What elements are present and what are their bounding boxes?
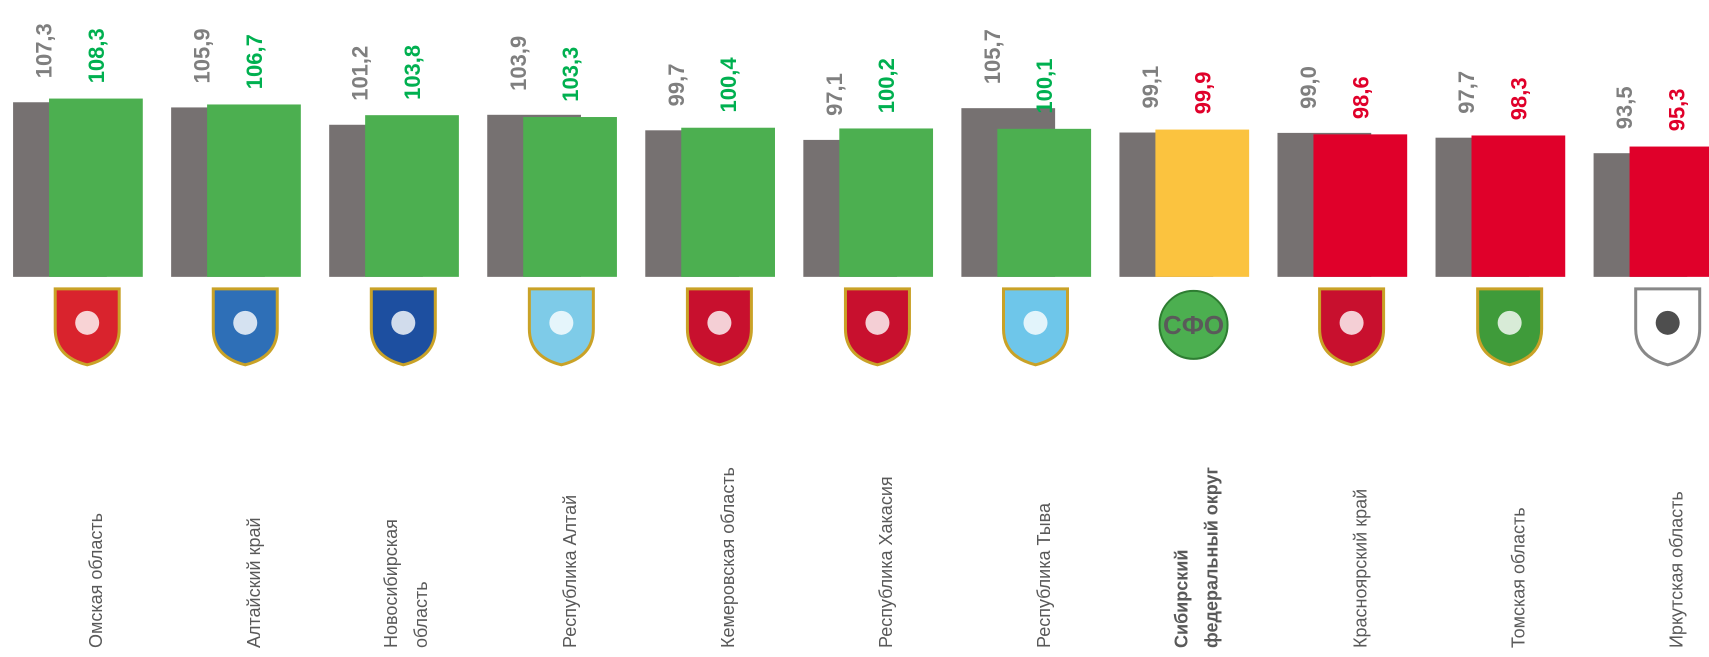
category-label: Сибирский федеральный округ [1171, 466, 1221, 648]
bar-current [49, 98, 143, 277]
value-label: 107,3 [32, 23, 57, 78]
category-label: Новосибирская область [381, 519, 431, 648]
category-label: Республика Алтай [560, 495, 580, 648]
value-label: 99,0 [1296, 66, 1321, 109]
emblem-detail [1339, 310, 1364, 335]
category-label: Омская область [86, 513, 106, 648]
category-label: Красноярский край [1350, 489, 1370, 648]
emblem-detail [75, 310, 100, 335]
bar-current [1471, 135, 1566, 277]
emblem-detail [1655, 310, 1680, 335]
bar-current [1629, 146, 1709, 277]
emblem-detail [1497, 310, 1522, 335]
category-label: Алтайский край [244, 517, 264, 648]
value-label: 98,6 [1348, 76, 1373, 119]
value-label: 100,4 [716, 57, 741, 113]
value-label: 99,1 [1138, 66, 1163, 109]
value-label: 108,3 [84, 28, 109, 83]
emblem-detail [707, 310, 732, 335]
emblem [1158, 289, 1229, 360]
value-label: 103,8 [400, 45, 425, 100]
value-label: 95,3 [1664, 88, 1689, 131]
emblem-detail [233, 310, 258, 335]
value-label: 105,7 [980, 29, 1005, 84]
emblem-detail [549, 310, 574, 335]
value-label: 97,7 [1454, 71, 1479, 114]
bar-current [523, 117, 617, 277]
category-label: Республика Тыва [1034, 502, 1054, 648]
value-label: 103,3 [558, 47, 583, 102]
value-label: 99,7 [664, 64, 689, 107]
value-label: 99,9 [1190, 71, 1215, 114]
value-label: 101,2 [348, 46, 373, 101]
emblem-detail [1023, 310, 1048, 335]
bar-current [207, 104, 301, 277]
bar-current [365, 115, 459, 277]
value-label: 105,9 [190, 28, 215, 83]
bar-current [681, 127, 775, 277]
value-label: 100,2 [874, 58, 899, 113]
category-label: Иркутская область [1666, 491, 1686, 648]
value-label: 93,5 [1612, 86, 1637, 129]
value-label: 98,3 [1506, 77, 1531, 120]
category-label: Томская область [1508, 507, 1528, 648]
value-label: 103,9 [506, 36, 531, 91]
category-label: Кемеровская область [718, 467, 738, 648]
bar-current [997, 128, 1092, 277]
emblem-text: СФО [1163, 310, 1224, 340]
emblem-detail [391, 310, 416, 335]
bar-current [839, 128, 934, 277]
bar-current [1313, 134, 1408, 277]
bar-current [1155, 129, 1250, 277]
category-label: Республика Хакасия [876, 476, 896, 648]
value-label: 97,1 [822, 73, 847, 116]
emblem-detail [865, 310, 890, 335]
value-label: 100,1 [1032, 59, 1057, 114]
value-label: 106,7 [242, 34, 267, 89]
